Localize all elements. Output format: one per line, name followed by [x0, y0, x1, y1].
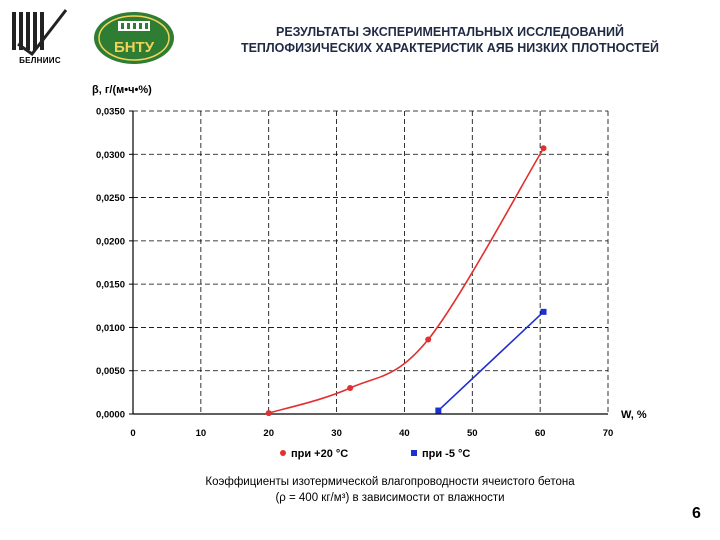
y-tick-label: 0,0000 [96, 410, 125, 421]
figure-caption: Коэффициенты изотермической влагопроводн… [120, 474, 660, 506]
title-line-2: ТЕПЛОФИЗИЧЕСКИХ ХАРАКТЕРИСТИК АЯБ НИЗКИХ… [240, 41, 660, 55]
y-tick-label: 0,0300 [96, 150, 125, 161]
belniis-logo: БЕЛНИИС [10, 8, 70, 70]
series-cold-line [437, 311, 545, 412]
legend-label: при +20 °С [291, 448, 348, 460]
legend-label: при -5 °С [422, 448, 470, 460]
y-tick-label: 0,0200 [96, 236, 125, 247]
y-tick-label: 0,0250 [96, 193, 125, 204]
x-tick-label: 60 [535, 428, 546, 439]
series-cold-point [435, 407, 442, 414]
series-warm-point [540, 145, 547, 152]
x-axis-label: W, % [621, 409, 647, 421]
bntu-logo-text: БНТУ [114, 39, 155, 56]
caption-line-2: (ρ = 400 кг/м³) в зависимости от влажнос… [275, 492, 505, 504]
y-tick-label: 0,0150 [96, 280, 125, 291]
title-line-1: РЕЗУЛЬТАТЫ ЭКСПЕРИМЕНТАЛЬНЫХ ИССЛЕДОВАНИ… [276, 25, 624, 39]
x-tick-label: 40 [399, 428, 410, 439]
x-tick-label: 50 [467, 428, 478, 439]
y-tick-label: 0,0050 [96, 366, 125, 377]
legend-marker [280, 450, 286, 456]
x-tick-label: 70 [603, 428, 614, 439]
x-tick-label: 30 [331, 428, 342, 439]
y-tick-label: 0,0350 [96, 107, 125, 118]
legend-marker [411, 450, 417, 456]
y-tick-label: 0,0100 [96, 323, 125, 334]
series-warm-point [425, 336, 432, 343]
series-warm-point [347, 385, 354, 392]
belniis-caption: БЕЛНИИС [19, 56, 61, 65]
slide-title: РЕЗУЛЬТАТЫ ЭКСПЕРИМЕНТАЛЬНЫХ ИССЛЕДОВАНИ… [200, 24, 700, 56]
bntu-logo: БНТУ [92, 10, 176, 66]
caption-line-1: Коэффициенты изотермической влагопроводн… [205, 476, 575, 488]
x-tick-label: 20 [263, 428, 274, 439]
x-tick-label: 10 [196, 428, 207, 439]
series-warm-line [268, 147, 545, 414]
series-cold-point [540, 308, 547, 315]
x-tick-label: 0 [130, 428, 135, 439]
y-axis-label: β, г/(м•ч•%) [92, 84, 152, 96]
series-warm-point [265, 410, 272, 417]
page-number: 6 [692, 505, 701, 522]
